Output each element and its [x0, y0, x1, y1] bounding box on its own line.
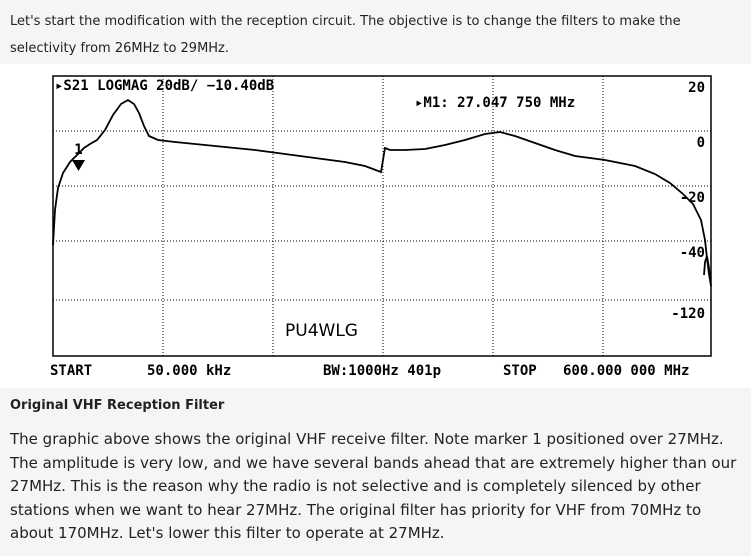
trace-header: ▸S21 LOGMAG 20dB/ −10.40dB: [55, 78, 274, 94]
analyzer-plot: 1 ▸S21 LOGMAG 20dB/ −10.40dB ▸M1: 27.047…: [50, 75, 712, 379]
scale-label-minus120: -120: [671, 306, 705, 322]
caption-block: Original VHF Reception Filter The graphi…: [0, 388, 751, 556]
scale-label-minus40: -40: [680, 245, 705, 261]
scale-label-zero: 0: [697, 135, 705, 151]
intro-text: Let's start the modification with the re…: [10, 14, 681, 56]
caption-title: Original VHF Reception Filter: [10, 398, 225, 413]
footer-stop-label: STOP: [503, 363, 537, 379]
intro-block: Let's start the modification with the re…: [0, 0, 751, 64]
marker-readout: ▸M1: 27.047 750 MHz: [415, 95, 575, 111]
s21-trace: [52, 98, 712, 287]
plot-frame: [52, 75, 712, 357]
marker-1-label: 1: [74, 142, 82, 158]
footer-bw: BW:1000Hz 401p: [323, 363, 441, 379]
scale-label-minus20: -20: [680, 190, 705, 206]
marker-1-triangle: [72, 160, 85, 171]
footer-start-value: 50.000 kHz: [147, 363, 231, 379]
scale-label-top: 20: [688, 80, 705, 96]
network-analyzer-screenshot: 1 ▸S21 LOGMAG 20dB/ −10.40dB ▸M1: 27.047…: [45, 70, 715, 382]
footer-stop-value: 600.000 000 MHz: [563, 363, 689, 379]
caption-body: The graphic above shows the original VHF…: [10, 430, 737, 542]
footer-start-label: START: [50, 363, 92, 379]
watermark: PU4WLG: [285, 321, 358, 341]
